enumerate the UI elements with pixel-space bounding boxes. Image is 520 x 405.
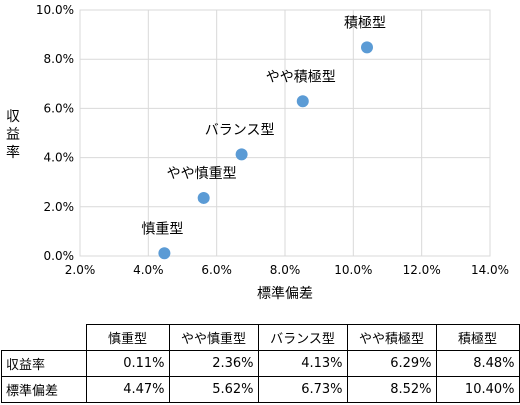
column-header: やや積極型 — [346, 324, 437, 351]
column-header: 積極型 — [435, 324, 520, 351]
column-header: バランス型 — [257, 324, 348, 351]
y-axis-label: 収益率 — [0, 108, 26, 162]
summary-table: 慎重型 やや慎重型 バランス型 やや積極型 積極型 収益率 0.11% 2.36… — [1, 324, 520, 403]
y-tick-label: 0.0% — [44, 249, 75, 263]
column-header: 慎重型 — [85, 324, 170, 351]
table-row: 収益率 0.11% 2.36% 4.13% 6.29% 8.48% — [1, 350, 520, 377]
scatter-chart: 2.0% 4.0% 6.0% 8.0% 10.0% 12.0% 14.0% 0.0%2.0%… — [36, 3, 509, 302]
table-cell: 2.36% — [168, 350, 259, 377]
point-labels: 慎重型 やや慎重型 バランス型 やや積極型 積極型 — [141, 15, 386, 237]
table-cell: 4.47% — [85, 376, 170, 403]
table-cell: 5.62% — [168, 376, 259, 403]
x-axis-label: 標準偏差 — [257, 286, 313, 302]
x-tick-label: 8.0% — [270, 263, 301, 277]
x-tick-label: 6.0% — [201, 263, 232, 277]
data-points — [158, 41, 373, 260]
point-label: 積極型 — [344, 15, 386, 31]
point-label: やや積極型 — [266, 69, 336, 85]
y-axis-label-char: 収 — [6, 109, 20, 125]
data-point — [361, 41, 373, 54]
table-cell: 8.52% — [346, 376, 437, 403]
point-label: バランス型 — [205, 122, 275, 138]
x-tick-labels: 2.0% 4.0% 6.0% 8.0% 10.0% 12.0% 14.0% — [65, 263, 509, 277]
data-point — [296, 95, 309, 108]
x-tick-label: 4.0% — [133, 263, 164, 277]
x-tick-label: 2.0% — [65, 263, 96, 277]
row-header: 標準偏差 — [1, 376, 87, 403]
column-header: やや慎重型 — [168, 324, 259, 351]
y-tick-label: 8.0% — [44, 52, 75, 66]
data-point — [197, 191, 210, 204]
table-cell: 0.11% — [85, 350, 170, 377]
table-cell: 4.13% — [257, 350, 348, 377]
table-header-row: 慎重型 やや慎重型 バランス型 やや積極型 積極型 — [1, 324, 520, 351]
point-label: やや慎重型 — [167, 166, 237, 182]
table-row: 標準偏差 4.47% 5.62% 6.73% 8.52% 10.40% — [1, 376, 520, 403]
y-tick-label: 10.0% — [36, 3, 74, 17]
gridlines — [79, 9, 491, 257]
data-point — [158, 247, 171, 260]
y-axis-label-char: 率 — [6, 145, 20, 161]
row-header: 収益率 — [1, 350, 87, 377]
x-tick-label: 14.0% — [471, 263, 509, 277]
table-cell: 10.40% — [435, 376, 520, 403]
data-point — [235, 148, 248, 161]
y-tick-labels: 0.0% 2.0% 4.0% 6.0% 8.0% 10.0% — [36, 3, 74, 263]
table-cell: 6.29% — [346, 350, 437, 377]
table-corner — [1, 324, 87, 351]
table-cell: 6.73% — [257, 376, 348, 403]
y-tick-label: 6.0% — [44, 101, 75, 115]
table-cell: 8.48% — [435, 350, 520, 377]
y-tick-label: 4.0% — [44, 151, 75, 165]
y-axis-label-char: 益 — [6, 127, 20, 143]
x-tick-label: 10.0% — [334, 263, 372, 277]
x-tick-label: 12.0% — [403, 263, 441, 277]
y-tick-label: 2.0% — [44, 200, 75, 214]
point-label: 慎重型 — [141, 221, 183, 237]
